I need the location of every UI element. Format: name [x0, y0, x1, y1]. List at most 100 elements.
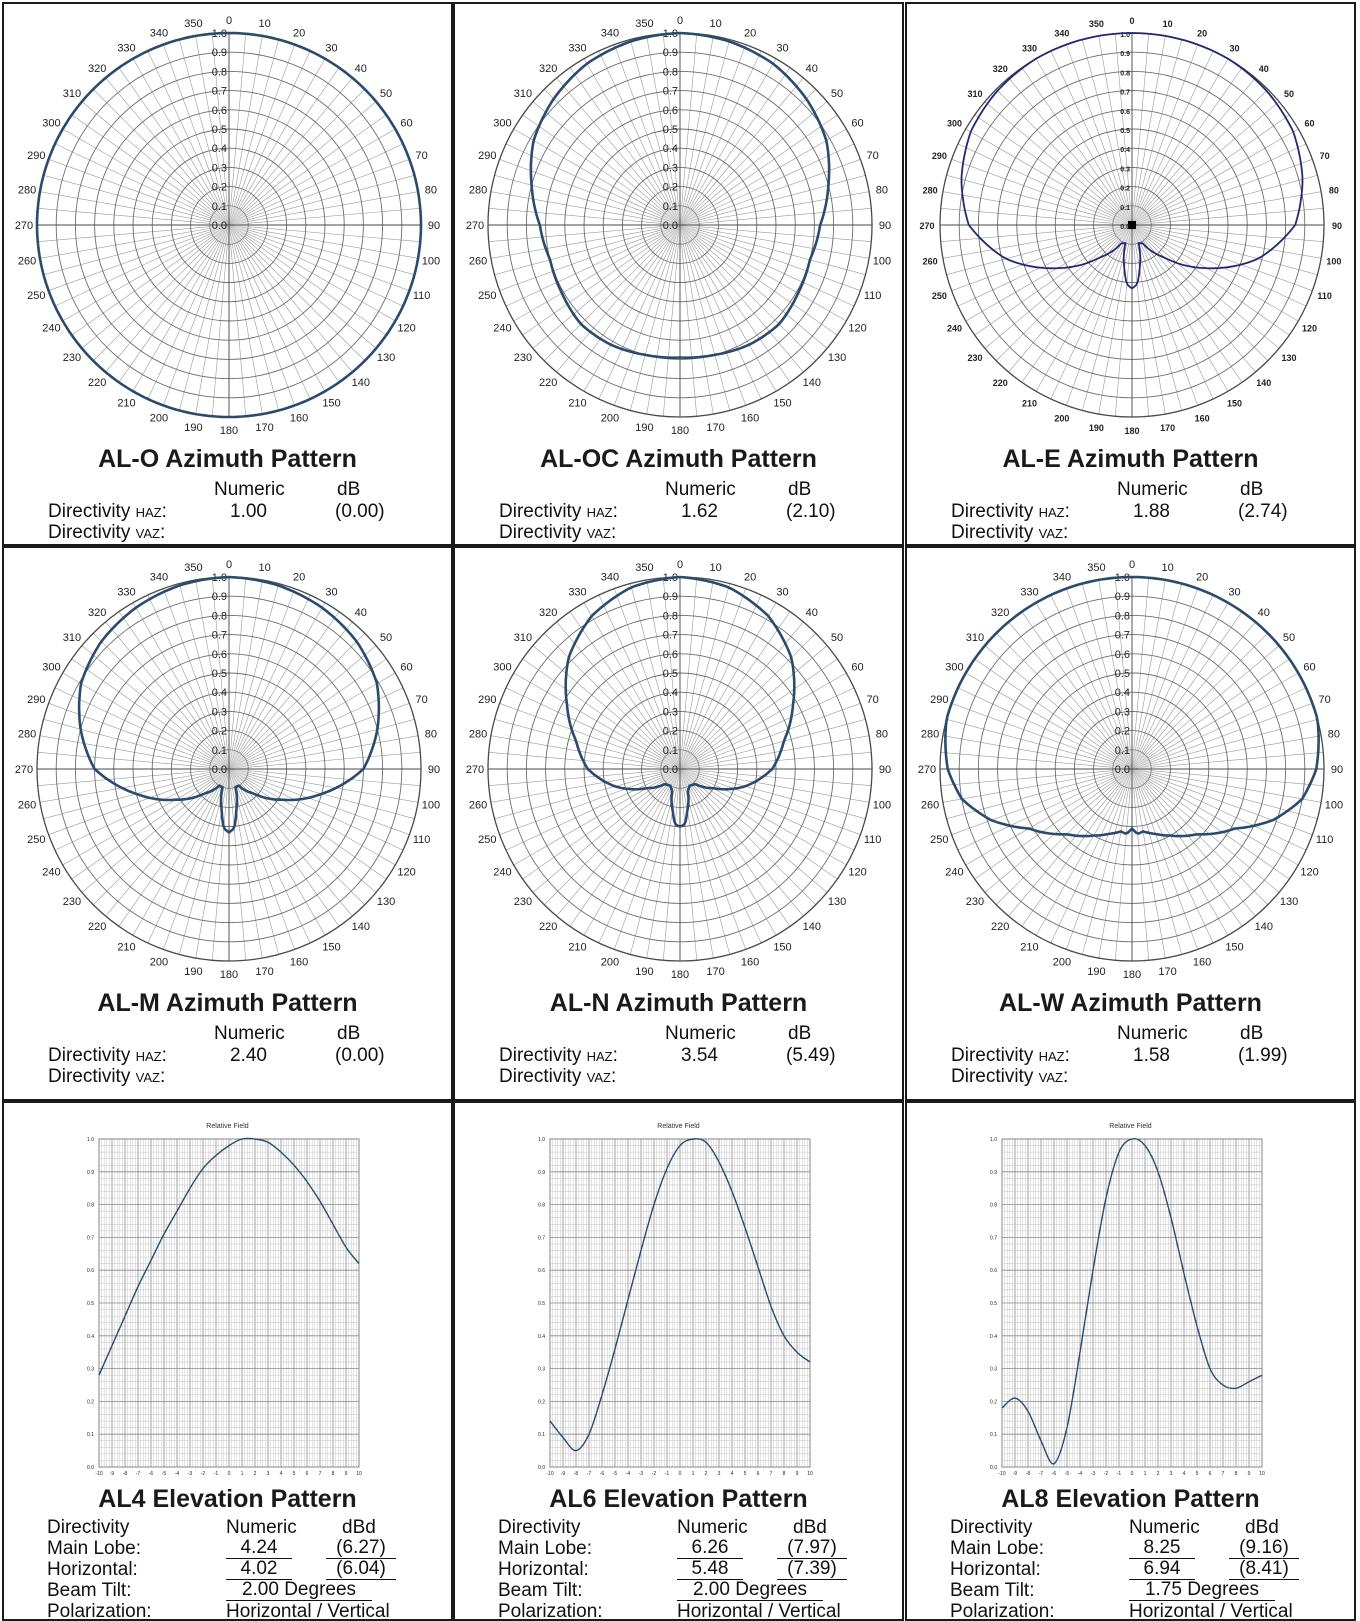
angle-tick-label: 80	[425, 728, 437, 740]
angle-tick-label: 40	[806, 607, 818, 619]
angle-tick-label: 30	[776, 586, 788, 598]
vaz-subscript: VAZ	[135, 1070, 160, 1085]
angle-tick-label: 120	[848, 867, 866, 879]
radial-tick-label: 0.4	[663, 143, 678, 155]
angle-tick-label: 260	[18, 800, 36, 812]
radial-tick-label: 0.1	[663, 745, 678, 757]
dbd-header: dBd	[342, 1517, 376, 1538]
directivity-text: Directivity	[951, 1066, 1034, 1087]
angle-tick-label: 70	[867, 694, 879, 706]
y-tick-label: 0.2	[990, 1399, 997, 1405]
angle-tick-label: 320	[991, 607, 1009, 619]
angle-tick-label: 340	[1053, 571, 1071, 583]
x-tick-label: 7	[1222, 1471, 1225, 1477]
radial-tick-label: 0.6	[663, 105, 678, 117]
directivity-numeric-value: 2.40	[230, 1045, 267, 1066]
angle-tick-label: 200	[1053, 957, 1071, 969]
haz-subscript: HAZ	[1038, 505, 1065, 520]
x-tick-label: 2	[254, 1471, 257, 1477]
x-tick-label: 9	[1248, 1471, 1251, 1477]
angle-tick-label: 330	[117, 586, 135, 598]
beam-tilt-label: Beam Tilt:	[47, 1580, 132, 1601]
angle-tick-label: 140	[803, 377, 821, 389]
angle-tick-label: 300	[493, 118, 511, 130]
radial-tick-label: 0.7	[212, 630, 227, 642]
radial-tick-label: 0.7	[663, 86, 678, 98]
y-tick-label: 0.1	[87, 1432, 94, 1438]
x-tick-label: 10	[807, 1471, 813, 1477]
radial-tick-label: 0.6	[1120, 109, 1130, 116]
angle-tick-label: 160	[290, 957, 308, 969]
angle-tick-label: 0	[226, 15, 232, 27]
angle-tick-label: 170	[1160, 423, 1175, 433]
radial-tick-label: 0.1	[1120, 205, 1130, 212]
angle-tick-label: 20	[1197, 28, 1207, 38]
panel-title: AL-N Azimuth Pattern	[549, 989, 808, 1017]
angle-tick-label: 130	[828, 352, 846, 364]
angle-tick-label: 210	[568, 398, 586, 410]
angle-tick-label: 340	[601, 27, 619, 39]
main-lobe-numeric: 4.24	[226, 1538, 292, 1559]
angle-tick-label: 270	[15, 220, 33, 232]
angle-tick-label: 200	[1054, 414, 1069, 424]
angle-tick-label: 240	[42, 867, 60, 879]
directivity-text: Directivity	[48, 501, 131, 522]
radial-tick-label: 0.1	[1115, 745, 1130, 757]
horizontal-label: Horizontal:	[950, 1559, 1041, 1580]
angle-tick-label: 320	[88, 607, 106, 619]
radial-tick-label: 0.8	[212, 66, 227, 78]
haz-subscript: HAZ	[135, 505, 162, 520]
angle-tick-label: 250	[932, 291, 947, 301]
x-tick-label: 8	[783, 1471, 786, 1477]
radial-tick-label: 0.3	[1115, 706, 1130, 718]
angle-tick-label: 240	[947, 324, 962, 334]
angle-tick-label: 150	[773, 398, 791, 410]
angle-tick-label: 250	[27, 290, 45, 302]
angle-tick-label: 270	[466, 220, 484, 232]
angle-tick-label: 40	[1258, 607, 1270, 619]
angle-tick-label: 30	[1228, 586, 1240, 598]
angle-tick-label: 340	[1054, 28, 1069, 38]
directivity-haz-label: Directivity HAZ:	[951, 1045, 1070, 1066]
angle-tick-label: 10	[258, 562, 270, 574]
angle-tick-label: 130	[377, 896, 395, 908]
y-tick-label: 0.7	[538, 1235, 545, 1241]
angle-tick-label: 300	[493, 662, 511, 674]
angle-tick-label: 260	[923, 257, 938, 267]
angle-tick-label: 320	[88, 63, 106, 75]
y-tick-label: 0.5	[990, 1301, 997, 1307]
angle-tick-label: 0	[677, 559, 683, 571]
radial-tick-label: 0.0	[212, 764, 227, 776]
angle-tick-label: 340	[601, 571, 619, 583]
angle-tick-label: 100	[422, 256, 440, 268]
x-tick-label: 1	[1144, 1471, 1147, 1477]
angle-tick-label: 60	[1305, 119, 1315, 129]
directivity-text: Directivity	[951, 522, 1034, 543]
radial-tick-label: 0.2	[1115, 726, 1130, 738]
angle-tick-label: 250	[930, 834, 948, 846]
elevation-chart: 0.00.10.20.30.40.50.60.70.80.91.0-10 -9 -8…	[538, 1137, 813, 1477]
angle-tick-label: 30	[1229, 43, 1239, 53]
angle-tick-label: 310	[63, 632, 81, 644]
angle-tick-label: 20	[744, 571, 756, 583]
angle-tick-label: 310	[966, 632, 984, 644]
radial-tick-label: 0.3	[663, 162, 678, 174]
x-tick-label: 9	[345, 1471, 348, 1477]
origin-marker	[1128, 221, 1136, 229]
y-tick-label: 1.0	[87, 1137, 94, 1143]
angle-tick-label: 170	[706, 422, 724, 434]
directivity-vaz-label: Directivity VAZ:	[48, 522, 166, 543]
angle-tick-label: 170	[706, 966, 724, 978]
directivity-db-value: (2.10)	[786, 501, 836, 522]
radial-tick-label: 0.4	[1115, 687, 1130, 699]
angle-tick-label: 120	[848, 323, 866, 335]
panel-title: AL4 Elevation Pattern	[98, 1485, 357, 1513]
x-tick-label: 6	[306, 1471, 309, 1477]
radial-tick-label: 0.8	[212, 610, 227, 622]
x-tick-label: 6	[1209, 1471, 1212, 1477]
x-tick-label: 7	[770, 1471, 773, 1477]
radial-tick-label: 0.4	[212, 143, 227, 155]
x-tick-label: 8	[1235, 1471, 1238, 1477]
panel-title: AL6 Elevation Pattern	[549, 1485, 808, 1513]
angle-tick-label: 60	[1303, 662, 1315, 674]
